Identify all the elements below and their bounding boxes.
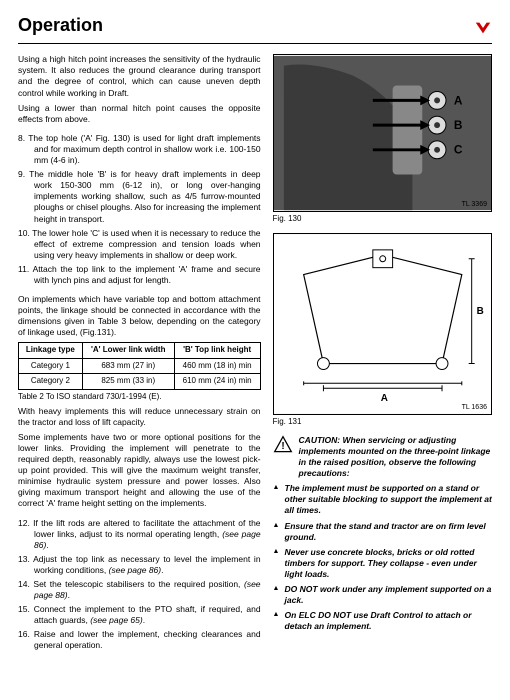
svg-text:A: A (453, 94, 462, 108)
warning-icon: ! (273, 435, 293, 455)
caution-item: On ELC DO NOT use Draft Control to attac… (285, 610, 492, 632)
table-cell: Category 2 (19, 374, 83, 389)
list-item: 15. Connect the implement to the PTO sha… (18, 604, 261, 626)
body-text: Using a high hitch point increases the s… (18, 54, 261, 98)
caution-block: ! CAUTION: When servicing or adjusting i… (273, 435, 492, 479)
list-item: 8. The top hole ('A' Fig. 130) is used f… (18, 133, 261, 166)
figure-caption: Fig. 130 (273, 214, 492, 224)
svg-text:C: C (453, 143, 462, 157)
body-text: Using a lower than normal hitch point ca… (18, 103, 261, 125)
svg-text:A: A (380, 393, 387, 404)
body-text: With heavy implements this will reduce u… (18, 406, 261, 428)
list-item: 13. Adjust the top link as necessary to … (18, 554, 261, 576)
caution-item: Ensure that the stand and tractor are on… (285, 521, 492, 543)
table-cell: 825 mm (33 in) (82, 374, 174, 389)
figure-ref: TL 1636 (462, 403, 487, 412)
step-list: 8. The top hole ('A' Fig. 130) is used f… (18, 133, 261, 286)
list-item: 11. Attach the top link to the implement… (18, 264, 261, 286)
body-text: Some implements have two or more optiona… (18, 432, 261, 509)
body-text: On implements which have variable top an… (18, 294, 261, 338)
list-item: 9. The middle hole 'B' is for heavy draf… (18, 169, 261, 224)
table-cell: Category 1 (19, 358, 83, 373)
figure-ref: TL 3369 (462, 200, 487, 209)
page-header: Operation (18, 14, 492, 44)
table-header: Linkage type (19, 343, 83, 358)
table-cell: 683 mm (27 in) (82, 358, 174, 373)
svg-text:B: B (476, 306, 483, 317)
figure-131: A B TL 1636 (273, 233, 492, 415)
list-item: 16. Raise and lower the implement, check… (18, 629, 261, 651)
figure-caption: Fig. 131 (273, 417, 492, 427)
svg-text:B: B (453, 118, 462, 132)
page-title: Operation (18, 14, 103, 37)
table-caption: Table 2 To ISO standard 730/1-1994 (E). (18, 392, 261, 402)
step-list: 12. If the lift rods are altered to faci… (18, 518, 261, 652)
right-column: A B C TL 3369 Fig. 130 A B TL 1636 Fig. … (273, 54, 492, 660)
caution-item: DO NOT work under any implement supporte… (285, 584, 492, 606)
left-column: Using a high hitch point increases the s… (18, 54, 261, 660)
caution-item: The implement must be supported on a sta… (285, 483, 492, 516)
linkage-table: Linkage type'A' Lower link width'B' Top … (18, 342, 261, 389)
figure-130: A B C TL 3369 (273, 54, 492, 212)
list-item: 14. Set the telescopic stabilisers to th… (18, 579, 261, 601)
caution-text: CAUTION: When servicing or adjusting imp… (299, 435, 492, 479)
caution-item: Never use concrete blocks, bricks or old… (285, 547, 492, 580)
table-header: 'B' Top link height (174, 343, 260, 358)
table-header: 'A' Lower link width (82, 343, 174, 358)
list-item: 12. If the lift rods are altered to faci… (18, 518, 261, 551)
table-cell: 610 mm (24 in) min (174, 374, 260, 389)
svg-text:!: ! (281, 441, 284, 452)
caution-list: The implement must be supported on a sta… (273, 483, 492, 632)
list-item: 10. The lower hole 'C' is used when it i… (18, 228, 261, 261)
brand-logo (474, 19, 492, 37)
table-cell: 460 mm (18 in) min (174, 358, 260, 373)
